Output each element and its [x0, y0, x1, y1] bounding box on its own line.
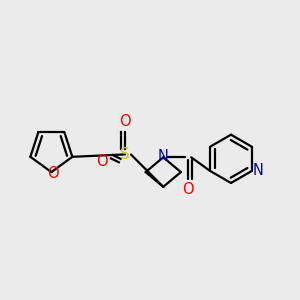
Text: O: O — [47, 166, 58, 181]
Text: O: O — [96, 154, 108, 169]
Text: S: S — [120, 147, 130, 162]
Text: O: O — [119, 114, 131, 129]
Text: N: N — [253, 164, 264, 178]
Text: O: O — [182, 182, 194, 197]
Text: N: N — [158, 149, 169, 164]
